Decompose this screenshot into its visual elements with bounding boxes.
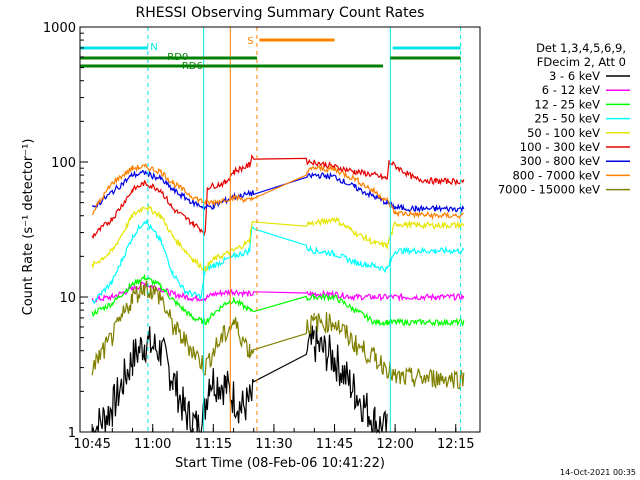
x-tick-label: 11:45 [316,437,353,452]
timestamp: 14-Oct-2021 00:35 [560,468,636,477]
x-tick-label: 12:15 [437,437,474,452]
plot-frame [79,26,481,433]
x-tick-label: 11:30 [255,437,292,452]
legend-label: 50 - 100 keV [527,126,600,140]
legend-header: FDecim 2, Att 0 [537,55,626,69]
series-line-8 [91,280,465,390]
series-layer [91,154,465,434]
series-line-4 [91,204,465,272]
flag-label: S [247,36,253,47]
flag-label: N [150,42,157,53]
x-axis-label: Start Time (08-Feb-06 10:41:22) [175,456,385,471]
y-tick-label: 1 [68,426,76,441]
flag-label: RD6 [182,61,203,72]
series-line-3 [91,218,465,305]
legend-header: Det 1,3,4,5,6,9, [536,41,626,55]
x-tick-label: 10:45 [73,437,110,452]
x-tick-label: 11:15 [195,437,232,452]
legend-label: 3 - 6 keV [549,69,600,83]
y-axis-label: Count Rate (s⁻¹ detector⁻¹) [21,139,36,316]
legend-label: 100 - 300 keV [520,140,600,154]
y-tick-label: 10 [59,291,76,306]
axis-layer: 10:45 11:00 11:15 11:30 11:45 12:00 12:15 1 10 10… [43,21,475,452]
y-tick-label: 100 [51,156,76,171]
legend-label: 12 - 25 keV [534,97,600,111]
series-line-0 [91,325,388,434]
legend-label: 800 - 7000 keV [512,168,600,182]
legend-label: 25 - 50 keV [534,112,600,126]
y-tick-label: 1000 [43,21,76,36]
chart-title: RHESSI Observing Summary Count Rates [136,5,425,21]
series-line-7 [91,162,464,221]
flag-label: RD0 [167,52,188,63]
legend-label: 300 - 800 keV [520,154,600,168]
legend-label: 6 - 12 keV [542,83,600,97]
legend-label: 7000 - 15000 keV [498,183,600,197]
x-tick-label: 12:00 [376,437,413,452]
series-line-2 [91,274,465,328]
x-tick-label: 11:00 [134,437,171,452]
legend: Det 1,3,4,5,6,9,FDecim 2, Att 03 - 6 keV… [498,41,630,197]
series-line-1 [91,281,465,303]
series-line-5 [91,154,465,240]
